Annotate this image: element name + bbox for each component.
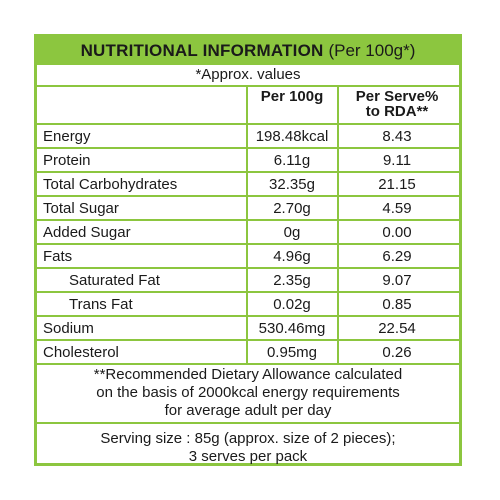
divider <box>37 85 459 87</box>
row-rda-trans-fat: 0.85 <box>382 296 412 313</box>
row-value-total-carbohydrates: 32.35g <box>269 176 315 193</box>
row-value-energy: 198.48kcal <box>255 128 329 145</box>
column-divider <box>246 85 248 365</box>
column-header-rda: Per Serve% to RDA** <box>339 89 455 119</box>
divider <box>37 267 459 269</box>
row-label-energy: Energy <box>43 128 91 145</box>
divider <box>37 219 459 221</box>
column-divider <box>337 85 339 365</box>
row-value-sodium: 530.46mg <box>258 320 326 337</box>
divider <box>37 195 459 197</box>
rda-footnote-line: **Recommended Dietary Allowance calculat… <box>93 366 403 383</box>
row-rda-energy: 8.43 <box>382 128 412 145</box>
divider <box>37 147 459 149</box>
row-value-added-sugar: 0g <box>283 224 301 241</box>
rda-footnote-line: for average adult per day <box>164 402 332 419</box>
row-value-fats: 4.96g <box>273 248 311 265</box>
divider <box>37 339 459 341</box>
row-rda-total-sugar: 4.59 <box>382 200 412 217</box>
header-title: NUTRITIONAL INFORMATION <box>80 41 324 60</box>
row-value-total-sugar: 2.70g <box>273 200 311 217</box>
column-header-rda-line2: to RDA** <box>365 103 429 120</box>
row-label-fats: Fats <box>43 248 73 265</box>
approx-values-note: *Approx. values <box>195 66 301 83</box>
row-rda-sodium: 22.54 <box>378 320 416 337</box>
row-label-sodium: Sodium <box>43 320 94 337</box>
row-rda-added-sugar: 0.00 <box>382 224 412 241</box>
serves-per-pack-line: 3 serves per pack <box>188 448 308 465</box>
row-value-cholesterol: 0.95mg <box>266 344 318 361</box>
divider <box>37 171 459 173</box>
header-subtitle: (Per 100g*) <box>328 41 416 60</box>
divider <box>37 422 459 424</box>
row-rda-protein: 9.11 <box>382 152 412 169</box>
row-label-cholesterol: Cholesterol <box>43 344 119 361</box>
row-rda-fats: 6.29 <box>382 248 412 265</box>
row-value-trans-fat: 0.02g <box>273 296 311 313</box>
row-label-added-sugar: Added Sugar <box>43 224 131 241</box>
column-header-per-100g: Per 100g <box>260 88 324 105</box>
row-rda-total-carbohydrates: 21.15 <box>378 176 416 193</box>
row-label-total-sugar: Total Sugar <box>43 200 119 217</box>
row-label-total-carbohydrates: Total Carbohydrates <box>43 176 178 193</box>
row-rda-cholesterol: 0.26 <box>382 344 412 361</box>
row-label-protein: Protein <box>43 152 91 169</box>
row-rda-saturated-fat: 9.07 <box>382 272 412 289</box>
row-value-protein: 6.11g <box>273 152 311 169</box>
serving-info: Serving size : 85g (approx. size of 2 pi… <box>37 430 459 466</box>
serving-size-line: Serving size : 85g (approx. size of 2 pi… <box>100 430 396 447</box>
panel-header: NUTRITIONAL INFORMATION (Per 100g*) <box>37 37 459 65</box>
row-label-saturated-fat: Saturated Fat <box>69 272 160 289</box>
rda-footnote: **Recommended Dietary Allowance calculat… <box>37 366 459 420</box>
divider <box>37 291 459 293</box>
nutrition-panel: NUTRITIONAL INFORMATION (Per 100g*) *App… <box>34 34 462 466</box>
row-label-trans-fat: Trans Fat <box>69 296 133 313</box>
divider <box>37 123 459 125</box>
rda-footnote-line: on the basis of 2000kcal energy requirem… <box>96 384 400 401</box>
divider <box>37 315 459 317</box>
row-value-saturated-fat: 2.35g <box>273 272 311 289</box>
column-header-rda-line1: Per Serve% <box>355 88 439 105</box>
divider <box>37 243 459 245</box>
divider <box>37 363 459 365</box>
